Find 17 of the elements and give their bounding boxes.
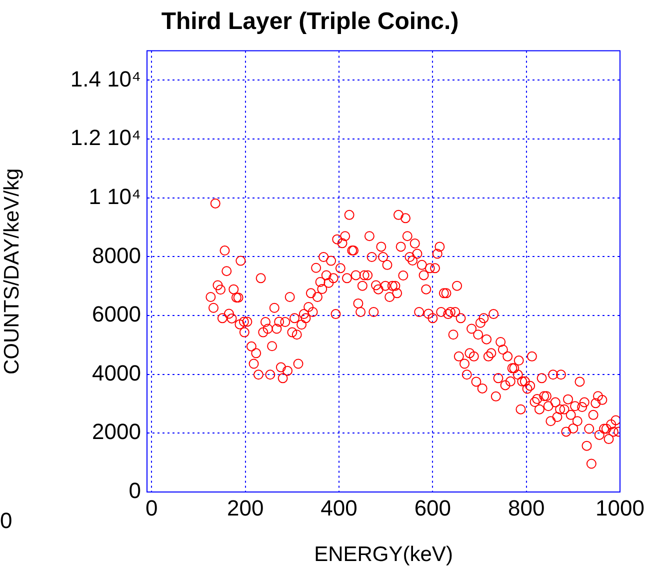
x-tick-label: 600 [414, 495, 452, 520]
x-tick-label: 200 [226, 495, 264, 520]
y-tick-label: 1.4 10⁴ [70, 66, 141, 92]
y-tick-label: 1.2 10⁴ [70, 125, 141, 150]
y-tick-label: 4000 [92, 360, 141, 386]
y-tick-label: 2000 [92, 419, 141, 444]
y-tick-label: 1 10⁴ [88, 184, 141, 209]
x-tick-label: 1000 [596, 495, 644, 520]
y-tick-label: 8000 [92, 242, 141, 268]
x-axis-title: ENERGY(keV) [314, 543, 453, 566]
x-tick-label: 400 [320, 495, 358, 520]
x-tick-label: 0 [146, 495, 158, 520]
y-tick-label: 6000 [92, 302, 141, 327]
chart-title: Third Layer (Triple Coinc.) [161, 8, 459, 36]
x-tick-label: 800 [508, 495, 545, 520]
y-tick-label: 0 [128, 478, 141, 504]
y-axis-title: COUNTS/DAY/keV/kg [0, 168, 24, 374]
